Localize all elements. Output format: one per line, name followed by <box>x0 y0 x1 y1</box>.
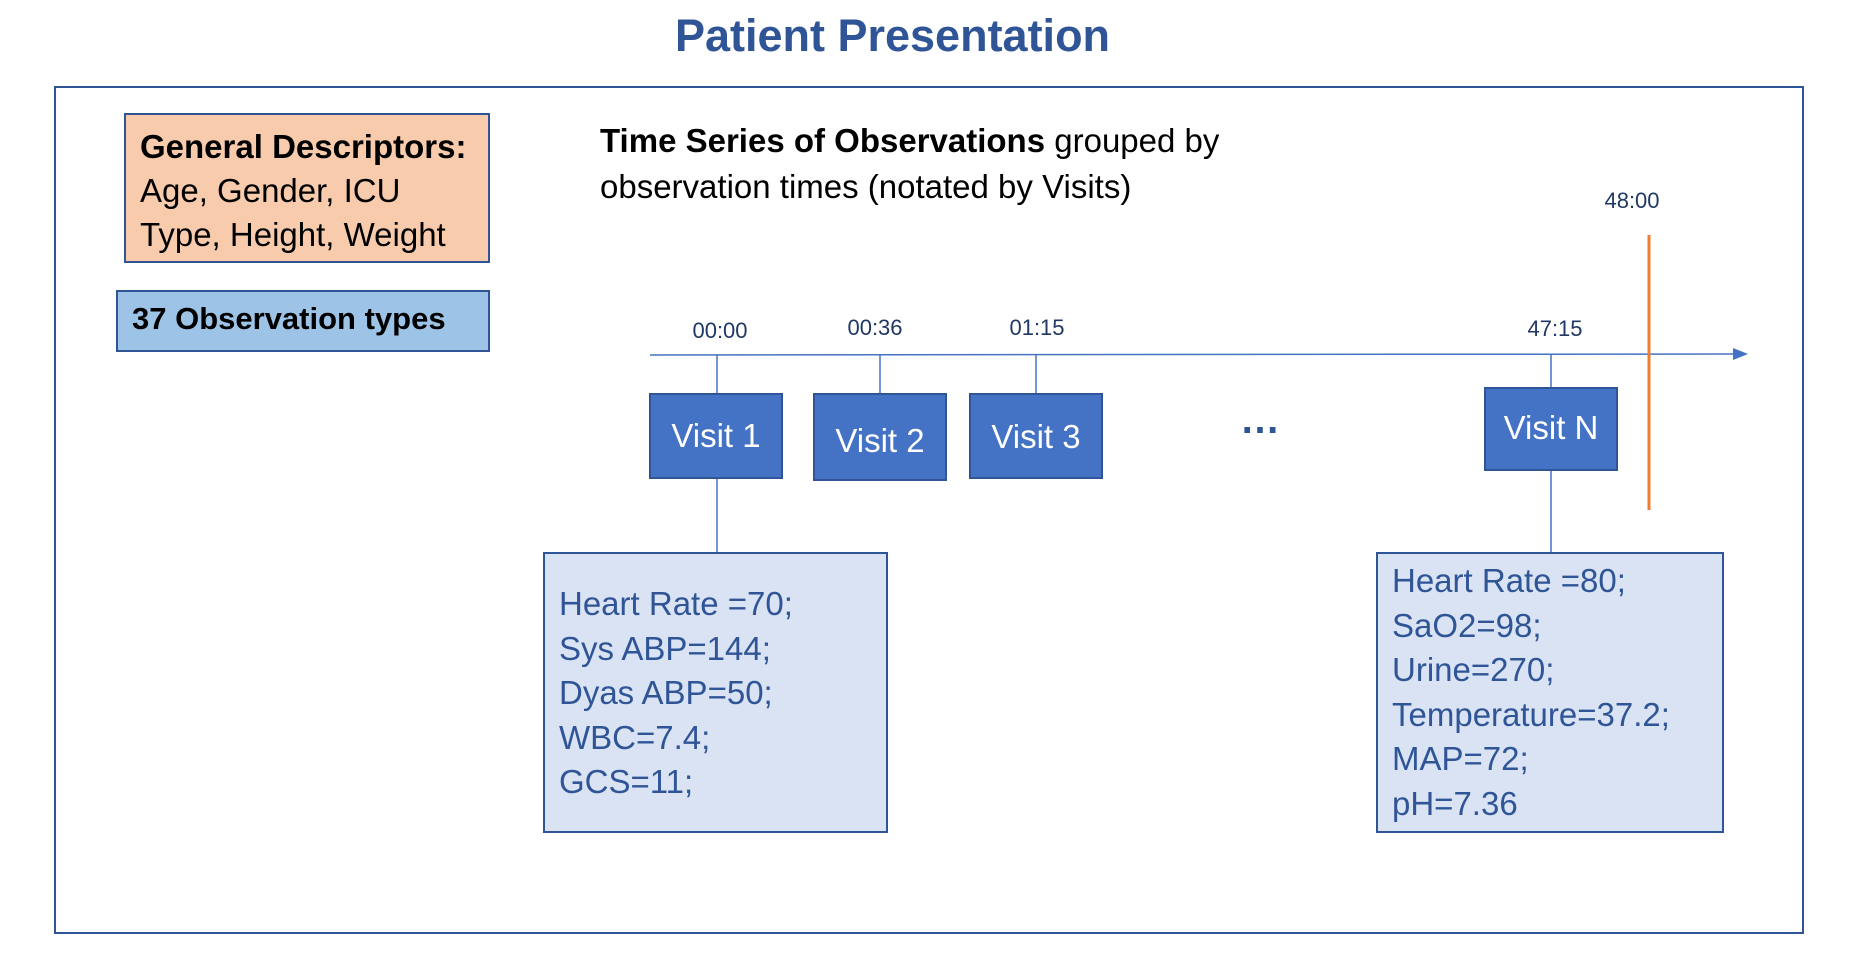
visit-box: Visit 2 <box>813 393 947 481</box>
timeline-arrowhead <box>1733 348 1748 360</box>
visit-time-label: 01:15 <box>1009 315 1065 340</box>
more-visits-ellipsis: … <box>1240 398 1282 442</box>
observation-entry: Sys ABP=144; <box>559 629 771 667</box>
visit-1-observations-box: Heart Rate =70; Sys ABP=144; Dyas ABP=50… <box>543 552 888 833</box>
observation-entry: Heart Rate =80; <box>1392 562 1626 599</box>
observation-entry: MAP=72; <box>1392 740 1529 777</box>
observation-entry: WBC=7.4; <box>559 718 711 756</box>
observation-entry: Temperature=37.2; <box>1392 695 1670 733</box>
observation-entry: Urine=270; <box>1392 651 1555 688</box>
page-title: Patient Presentation <box>674 10 1111 61</box>
time-series-text-line2: observation times (notated by Visits) <box>600 168 1132 205</box>
observation-entry: Heart Rate =70; <box>559 585 793 622</box>
general-descriptors-label: General Descriptors: <box>140 128 467 165</box>
general-descriptors-line: Type, Height, Weight <box>140 216 446 253</box>
visit-box: Visit N <box>1484 387 1618 471</box>
visit-time-label: 00:00 <box>692 318 748 343</box>
general-descriptors-box: General Descriptors: Age, Gender, ICU Ty… <box>124 113 490 263</box>
observation-entry: GCS=11; <box>559 763 694 800</box>
end-time-label: 48:00 <box>1604 188 1660 213</box>
visit-box: Visit 3 <box>969 393 1103 479</box>
time-series-caption: Time Series of Observations grouped by o… <box>600 118 1320 210</box>
time-series-label: Time Series of Observations <box>600 122 1046 159</box>
time-series-text: grouped by <box>1045 122 1220 159</box>
visit-time-label: 00:36 <box>847 315 903 340</box>
observation-types-box: 37 Observation types <box>116 290 490 352</box>
observation-entry: SaO2=98; <box>1392 606 1542 644</box>
visit-time-label: 47:15 <box>1527 316 1583 341</box>
observation-entry: Dyas ABP=50; <box>559 674 773 711</box>
diagram-frame <box>54 86 1804 934</box>
visit-n-observations-box: Heart Rate =80; SaO2=98; Urine=270; Temp… <box>1376 552 1724 833</box>
observation-entry: pH=7.36 <box>1392 784 1518 822</box>
general-descriptors-line: Age, Gender, ICU <box>140 172 401 209</box>
visit-box: Visit 1 <box>649 393 783 479</box>
timeline-axis <box>649 353 1736 356</box>
